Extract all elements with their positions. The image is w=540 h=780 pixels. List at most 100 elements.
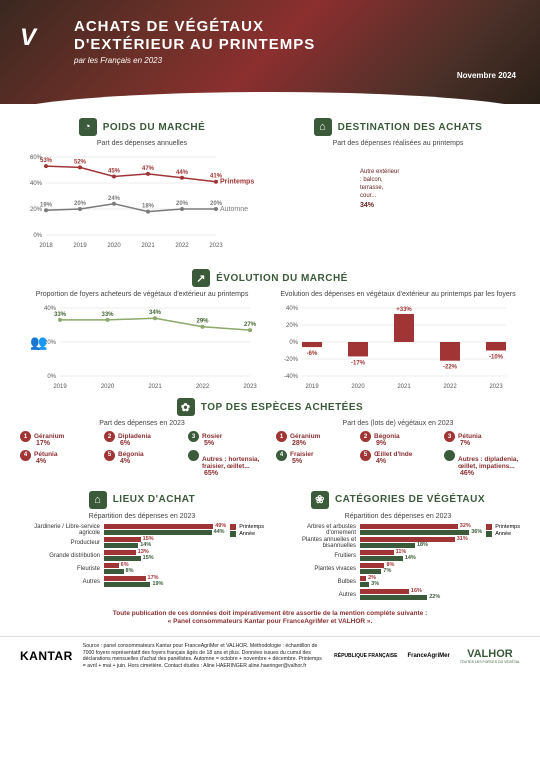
disclaimer-l2: « Panel consommateurs Kantar pour France…: [20, 618, 520, 626]
svg-text:34%: 34%: [149, 310, 162, 316]
svg-text:👥: 👥: [30, 334, 47, 351]
svg-text:20%: 20%: [74, 201, 87, 207]
rank-item: 1Géranium17%: [20, 431, 96, 447]
svg-text:2023: 2023: [209, 243, 223, 249]
fam-logo: FranceAgriMer: [407, 653, 449, 659]
hbar-categories: Arbres et arbustes d'ornement32%36%Plant…: [276, 524, 482, 602]
poids-subtitle: Part des dépenses annuelles: [20, 140, 264, 147]
rank-item: 2Bégonia9%: [360, 431, 436, 447]
svg-text:2018: 2018: [39, 243, 53, 249]
svg-text:19%: 19%: [40, 202, 53, 208]
section-title-destination: DESTINATION DES ACHATS: [338, 122, 483, 133]
svg-text:44%: 44%: [176, 170, 189, 176]
rank-item: 1Géranium28%: [276, 431, 352, 447]
svg-text:20%: 20%: [176, 201, 189, 207]
rank-item: Autres : dipladenia, œillet, impatiens..…: [444, 450, 520, 477]
rank-grid-left: 1Géranium17%2Dipladenia6%3Rosier5%4Pétun…: [20, 431, 264, 477]
evo-spend-subtitle: Evolution des dépenses en végétaux d'ext…: [276, 291, 520, 298]
shop-icon: ⌂: [89, 491, 107, 509]
svg-text:2021: 2021: [141, 243, 155, 249]
page-subtitle: par les Français en 2023: [74, 56, 516, 65]
pie-chart-destination: Jardin66%Autre extérieur : balcon, terra…: [348, 155, 448, 255]
svg-text:2020: 2020: [107, 243, 121, 249]
page-title-l2: D'EXTÉRIEUR AU PRINTEMPS: [74, 36, 516, 54]
svg-text:-20%: -20%: [284, 357, 299, 363]
svg-text:53%: 53%: [40, 158, 53, 164]
svg-text:-17%: -17%: [351, 360, 366, 366]
plant-icon: ✿: [177, 398, 195, 416]
rank-item: 5Bégonia4%: [104, 450, 180, 477]
svg-text:2021: 2021: [397, 384, 411, 390]
hbar-row: Plantes vivaces8%7%: [276, 563, 482, 575]
rank-item: 4Pétunia4%: [20, 450, 96, 477]
svg-text:Autre extérieur: Autre extérieur: [360, 169, 399, 175]
svg-text:2022: 2022: [175, 243, 189, 249]
valhor-logo: VALHOR TOUTES LES FORCES DU VÉGÉTAL: [460, 648, 520, 664]
svg-text:34%: 34%: [360, 202, 375, 209]
svg-text:0%: 0%: [289, 340, 298, 346]
svg-text:+33%: +33%: [396, 307, 412, 313]
rank-item: Autres : hortensia, fraisier, œillet...6…: [188, 450, 264, 477]
legend-item: Année: [486, 531, 520, 537]
svg-text:terrasse,: terrasse,: [360, 185, 384, 191]
svg-text:cour...: cour...: [360, 193, 377, 199]
svg-text:Printemps: Printemps: [220, 179, 254, 186]
legend-item: Printemps: [486, 524, 520, 530]
hbar-row: Grande distribution13%15%: [20, 550, 226, 562]
section-title-lieux: LIEUX D'ACHAT: [113, 494, 196, 505]
destination-subtitle: Part des dépenses réalisées au printemps: [276, 140, 520, 147]
section-title-evolution: ÉVOLUTION DU MARCHÉ: [216, 273, 348, 284]
svg-text:-10%: -10%: [489, 355, 504, 361]
svg-text:2021: 2021: [148, 384, 162, 390]
svg-text:-22%: -22%: [443, 365, 458, 371]
rank-item: 3Pétunia7%: [444, 431, 520, 447]
arrow-icon: ↗: [192, 269, 210, 287]
svg-text:52%: 52%: [74, 159, 87, 165]
hbar-lieux: Jardinerie / Libre-service agricole49%44…: [20, 524, 226, 589]
header-banner: V ACHATS DE VÉGÉTAUX D'EXTÉRIEUR AU PRIN…: [0, 0, 540, 104]
svg-text:-6%: -6%: [307, 351, 318, 357]
bar-chart-spending: -40% -20% 0% 20% 40% 2019 2020 2021 2022 2023 -6% -…: [276, 302, 516, 392]
house-icon: ⌂: [314, 118, 332, 136]
section-title-poids: POIDS DU MARCHÉ: [103, 122, 206, 133]
doc-date: Novembre 2024: [24, 71, 516, 80]
hbar-row: Fleuriste6%8%: [20, 563, 226, 575]
categ-sub: Répartition des dépenses en 2023: [276, 513, 520, 520]
svg-text:2020: 2020: [351, 384, 365, 390]
line-chart-buyers: 0%20%40%2019202020212022202333%33%34%29%…: [20, 302, 260, 392]
section-title-categ: CATÉGORIES DE VÉGÉTAUX: [335, 494, 485, 505]
svg-text:: balcon,: : balcon,: [360, 177, 383, 183]
page-title-l1: ACHATS DE VÉGÉTAUX: [74, 18, 516, 36]
hbar-row: Plantes annuelles et bisannuelles31%18%: [276, 537, 482, 549]
section-title-top: TOP DES ESPÈCES ACHETÉES: [201, 402, 363, 413]
rank-item: 4Fraisier5%: [276, 450, 352, 477]
svg-text:2019: 2019: [305, 384, 319, 390]
svg-text:29%: 29%: [196, 319, 209, 325]
svg-text:2019: 2019: [73, 243, 87, 249]
rank-grid-right: 1Géranium28% 2Bégonia9% 3Pétunia7% 4Fraisie…: [276, 431, 520, 477]
svg-text:-40%: -40%: [284, 374, 299, 380]
hbar-row: Bulbes2%3%: [276, 576, 482, 588]
hbar-row: Arbres et arbustes d'ornement32%36%: [276, 524, 482, 536]
svg-text:20%: 20%: [286, 323, 299, 329]
hbar-row: Fruitiers11%14%: [276, 550, 482, 562]
hbar-row: Autres16%22%: [276, 589, 482, 601]
top-right-sub: Part des (lots de) végétaux en 2023: [276, 420, 520, 427]
svg-text:2022: 2022: [443, 384, 457, 390]
disclaimer: Toute publication de ces données doit im…: [20, 610, 520, 627]
svg-text:0%: 0%: [33, 233, 42, 239]
svg-text:40%: 40%: [286, 306, 299, 312]
legend-categories: PrintempsAnnée: [486, 524, 520, 602]
line-chart-poids: 0%20%40%60%20182019202020212022202353%52…: [20, 151, 260, 251]
tree-icon: ❀: [311, 491, 329, 509]
hbar-row: Autres17%19%: [20, 576, 226, 588]
svg-text:2022: 2022: [196, 384, 210, 390]
rank-item: 5Œillet d'Inde4%: [360, 450, 436, 477]
legend-item: Année: [230, 531, 264, 537]
top-left-sub: Part des dépenses en 2023: [20, 420, 264, 427]
kantar-logo: KANTAR: [20, 649, 73, 663]
svg-text:2020: 2020: [101, 384, 115, 390]
svg-text:2023: 2023: [489, 384, 503, 390]
svg-text:0%: 0%: [47, 374, 56, 380]
rank-item: 2Dipladenia6%: [104, 431, 180, 447]
